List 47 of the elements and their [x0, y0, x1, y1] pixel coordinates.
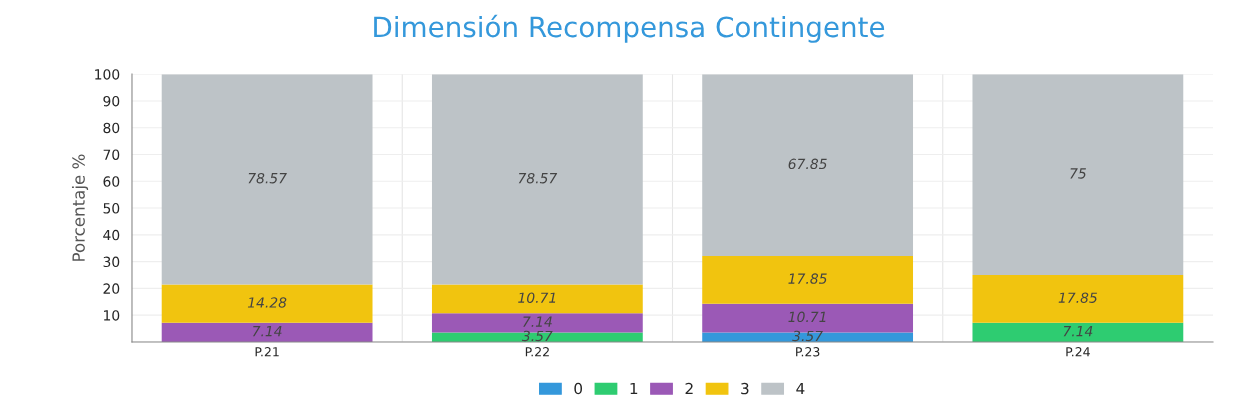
x-tick-label: P.23 — [796, 347, 820, 357]
bar — [972, 322, 1184, 342]
data-label: 10.71 — [788, 311, 826, 323]
bar — [702, 255, 914, 304]
legend-label: 3 — [741, 382, 749, 395]
y-tick-label: 100 — [95, 69, 120, 80]
data-label: 67.85 — [788, 158, 827, 170]
x-tick-label: P.24 — [1066, 347, 1090, 357]
data-label: 10.71 — [518, 292, 556, 303]
data-label: 78.57 — [518, 172, 558, 184]
bar — [972, 74, 1184, 276]
bar — [431, 74, 643, 285]
x-tick-label: P.21 — [255, 347, 279, 357]
bar — [161, 284, 373, 323]
legend-label: 2 — [685, 382, 693, 395]
y-tick-label: 20 — [103, 283, 120, 294]
y-tick-label: 60 — [103, 176, 120, 187]
y-tick-label: 50 — [103, 203, 120, 214]
data-label: 7.14 — [523, 316, 552, 327]
bar — [161, 322, 373, 342]
x-tick-label: P.22 — [525, 347, 549, 357]
data-label: 17.85 — [788, 273, 827, 284]
data-label: 3.57 — [521, 330, 553, 342]
y-tick-label: 80 — [103, 122, 120, 134]
bar — [431, 284, 643, 314]
bar — [161, 74, 373, 285]
data-label: 14.28 — [247, 297, 287, 308]
legend-label: 4 — [796, 382, 805, 395]
bar — [431, 332, 643, 342]
y-tick-label: 90 — [103, 95, 120, 107]
data-label: 3.57 — [792, 330, 823, 342]
legend-label: 0 — [574, 382, 583, 395]
y-tick-label: 40 — [103, 229, 120, 241]
chart-title: Dimensión Recompensa Contingente — [374, 14, 885, 43]
y-tick-label: 10 — [104, 310, 120, 321]
y-tick-label: 70 — [103, 149, 120, 160]
legend-label: 1 — [630, 382, 638, 395]
data-label: 17.85 — [1058, 292, 1097, 303]
y-axis-title: Porcentaje % — [71, 154, 89, 261]
bar — [702, 332, 914, 342]
data-label: 7.14 — [1063, 326, 1093, 337]
data-label: 7.14 — [252, 326, 282, 337]
data-label: 78.57 — [248, 172, 287, 184]
bar — [972, 275, 1184, 323]
y-tick-label: 30 — [103, 256, 120, 268]
data-label: 75 — [1070, 168, 1086, 179]
bar — [702, 74, 914, 256]
